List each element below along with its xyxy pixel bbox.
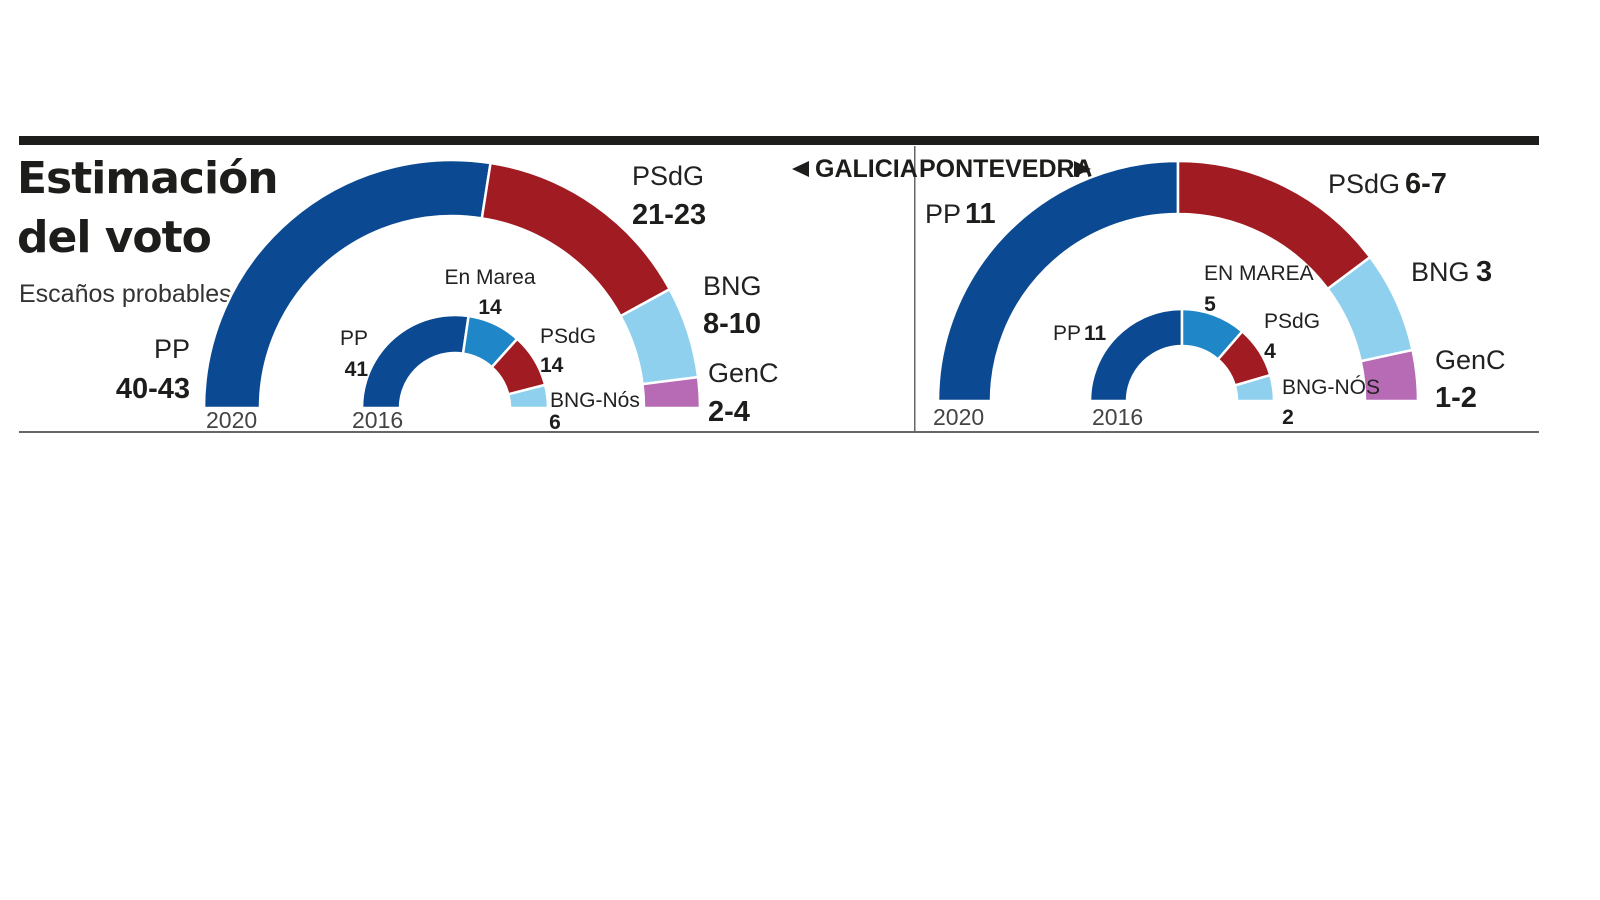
label-party-bng: BNG — [703, 271, 762, 301]
label-party-pp: PP — [154, 334, 190, 364]
label-party-enmarea-2016: En Marea — [444, 266, 535, 289]
label-party-bng-pontevedra: BNG — [1411, 257, 1470, 287]
label-value-pp: 40-43 — [116, 373, 190, 405]
arrow-right-icon — [1074, 161, 1091, 177]
year-label-pontevedra-2016: 2016 — [1092, 404, 1143, 430]
arc-galicia-2020-genc — [641, 375, 702, 410]
arc-galicia-2016-pp — [360, 313, 471, 410]
year-label-galicia-2020: 2020 — [206, 407, 257, 433]
label-value-bng: 8-10 — [703, 308, 761, 340]
arrow-left-icon — [792, 161, 809, 177]
arc-pontevedra-2016-bng-nos — [1233, 373, 1276, 403]
label-value-psdg-pontevedra-2016: 4 — [1264, 340, 1276, 363]
chart-title-line1: Estimación — [17, 153, 278, 204]
chart-title-line2: del voto — [17, 212, 211, 263]
chart-subtitle: Escaños probables — [19, 280, 232, 308]
label-value-psdg: 21-23 — [632, 199, 706, 231]
label-party-pp-pontevedra: PP — [925, 199, 961, 229]
label-value-psdg-pontevedra: 6-7 — [1405, 168, 1447, 200]
label-party-genc: GenC — [708, 358, 779, 388]
label-value-pp-pontevedra: 11 — [965, 198, 996, 230]
label-party-pp-2016: PP — [340, 327, 368, 350]
year-label-galicia-2016: 2016 — [352, 407, 403, 433]
label-party-bngnos-2016: BNG-Nós — [550, 389, 640, 412]
label-value-bngnos-pontevedra-2016: 2 — [1282, 406, 1294, 429]
label-value-bngnos-2016: 6 — [549, 411, 561, 434]
label-value-pp-pontevedra-2016: 11 — [1084, 322, 1107, 345]
label-party-psdg-2016: PSdG — [540, 325, 596, 348]
label-value-enmarea-2016: 14 — [478, 296, 502, 319]
nav-pontevedra[interactable]: PONTEVEDRA — [919, 155, 1093, 183]
label-party-bngnos-pontevedra-2016: BNG-NÓS — [1282, 376, 1380, 399]
pontevedra-2020-arcs — [936, 159, 1420, 403]
label-party-psdg-pontevedra: PSdG — [1328, 169, 1400, 199]
label-value-bng-pontevedra: 3 — [1476, 256, 1492, 288]
nav-galicia-label: GALICIA — [815, 155, 918, 183]
arc-pontevedra-2016-pp — [1088, 307, 1184, 403]
year-label-pontevedra-2020: 2020 — [933, 404, 984, 430]
galicia-2020-arcs — [202, 158, 702, 410]
label-value-genc: 2-4 — [708, 396, 750, 428]
bottom-rule — [19, 431, 1539, 433]
label-party-enmarea-pontevedra-2016: EN MAREA — [1204, 262, 1314, 285]
nav-pontevedra-label: PONTEVEDRA — [919, 155, 1093, 183]
label-party-psdg: PSdG — [632, 161, 704, 191]
label-value-pp-2016: 41 — [345, 358, 369, 381]
label-value-genc-pontevedra: 1-2 — [1435, 382, 1477, 414]
label-party-genc-pontevedra: GenC — [1435, 345, 1506, 375]
galicia-2016-arcs — [360, 313, 550, 410]
pontevedra-2016-arcs — [1088, 307, 1276, 403]
nav-galicia[interactable]: GALICIA — [792, 155, 918, 183]
panel-divider — [914, 146, 916, 433]
arc-pontevedra-2020-genc — [1359, 348, 1420, 403]
label-party-psdg-pontevedra-2016: PSdG — [1264, 310, 1320, 333]
arc-galicia-2016-bng-nos — [506, 383, 550, 410]
label-value-enmarea-pontevedra-2016: 5 — [1204, 293, 1216, 316]
top-rule — [19, 136, 1539, 145]
label-party-pp-pontevedra-2016: PP — [1053, 322, 1081, 345]
label-value-psdg-2016: 14 — [540, 354, 564, 377]
